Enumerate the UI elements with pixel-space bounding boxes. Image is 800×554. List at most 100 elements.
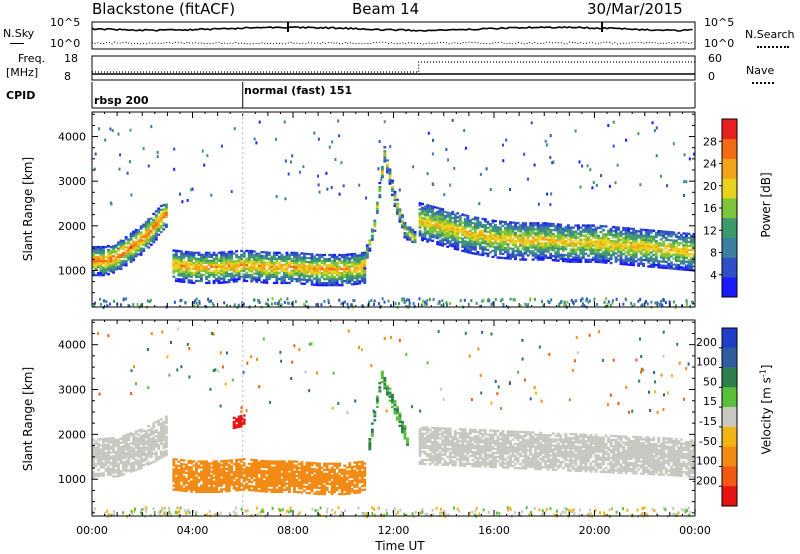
- power-cell: [348, 265, 352, 268]
- power-cell: [338, 261, 342, 265]
- power-cell: [483, 252, 487, 255]
- power-cell: [559, 241, 563, 244]
- velocity-cell: [240, 458, 244, 461]
- power-cell: [639, 232, 643, 235]
- power-cell: [164, 215, 168, 218]
- velocity-cell: [122, 461, 126, 464]
- power-cell: [644, 241, 648, 244]
- power-cell: [473, 226, 477, 229]
- power-cell: [360, 272, 364, 275]
- power-cell: [343, 257, 347, 261]
- power-noise-cell: [237, 303, 240, 307]
- power-cell: [149, 237, 153, 240]
- power-cell: [137, 231, 141, 234]
- velocity-cell: [360, 478, 364, 482]
- power-cell: [594, 226, 598, 229]
- velocity-cell: [202, 484, 206, 487]
- power-cell: [481, 225, 485, 229]
- velocity-cell: [129, 452, 133, 455]
- power-cell: [423, 227, 427, 230]
- velocity-cell: [185, 471, 188, 474]
- power-cell: [451, 220, 455, 224]
- power-cell: [157, 215, 161, 218]
- velocity-cell: [92, 455, 95, 458]
- power-cell: [463, 234, 467, 237]
- power-cell: [446, 223, 450, 226]
- velocity-cell: [205, 484, 208, 487]
- power-cell: [433, 218, 437, 221]
- power-noise-cell: [656, 302, 658, 306]
- power-cell: [632, 233, 636, 237]
- power-cell: [609, 245, 613, 249]
- velocity-cell: [112, 455, 115, 458]
- velocity-cell: [252, 465, 256, 468]
- velocity-cell: [315, 464, 319, 467]
- power-cell: [315, 259, 319, 262]
- power-cell: [433, 228, 437, 231]
- power-cell: [494, 234, 497, 237]
- power-cell: [355, 268, 359, 271]
- power-cell: [690, 267, 693, 270]
- power-cell: [574, 244, 578, 247]
- power-cell: [436, 206, 440, 210]
- velocity-cell: [102, 456, 105, 459]
- power-cell: [539, 244, 543, 247]
- power-cell: [222, 261, 226, 264]
- power-scatter-cell: [317, 137, 320, 141]
- power-cell: [649, 251, 653, 254]
- power-cell: [338, 284, 342, 287]
- velocity-cell: [235, 483, 239, 486]
- power-cell: [360, 262, 364, 265]
- power-cell: [99, 259, 103, 263]
- power-cell: [315, 265, 319, 268]
- velocity-cell: [139, 436, 143, 439]
- power-cell: [154, 214, 158, 217]
- velocity-cell: [265, 462, 269, 465]
- velocity-cell: [340, 488, 344, 492]
- power-cell: [456, 244, 460, 247]
- velocity-cell: [343, 474, 347, 477]
- velocity-cell: [315, 482, 319, 485]
- power-cell: [506, 227, 510, 230]
- power-noise-cell: [387, 299, 390, 303]
- power-cell: [622, 232, 625, 236]
- power-cell: [227, 260, 231, 264]
- power-cell: [468, 225, 472, 228]
- power-cell: [536, 250, 540, 253]
- power-cell: [597, 244, 600, 248]
- power-cell: [546, 226, 550, 229]
- power-scatter-cell: [331, 140, 334, 144]
- power-cell: [378, 195, 382, 199]
- power-cell: [468, 249, 472, 252]
- power-cell: [589, 250, 593, 253]
- velocity-cell: [295, 482, 299, 486]
- power-cell: [564, 228, 568, 231]
- power-cell: [255, 256, 259, 259]
- power-cell: [423, 213, 427, 216]
- velocity-cell: [320, 490, 324, 494]
- velocity-cell: [355, 485, 359, 488]
- power-cell: [220, 261, 223, 264]
- power-cell: [423, 217, 427, 220]
- power-noise-cell: [492, 302, 495, 306]
- velocity-cell: [202, 466, 206, 469]
- velocity-cell: [205, 478, 208, 481]
- power-cell: [473, 236, 477, 239]
- power-cell: [230, 274, 234, 277]
- power-cell: [220, 271, 223, 274]
- power-cell: [323, 282, 326, 285]
- power-cell: [478, 243, 482, 246]
- power-cell: [275, 259, 279, 262]
- power-cell: [566, 244, 570, 247]
- power-cell: [393, 194, 397, 198]
- power-cell: [237, 274, 241, 277]
- power-cell: [245, 257, 249, 260]
- power-cell: [667, 251, 671, 254]
- power-cell: [506, 233, 510, 236]
- velocity-cell: [270, 482, 274, 485]
- velocity-cell: [265, 480, 269, 483]
- power-cell: [579, 260, 583, 263]
- velocity-cell: [197, 474, 201, 477]
- velocity-cell: [260, 473, 264, 477]
- power-cell: [313, 255, 316, 258]
